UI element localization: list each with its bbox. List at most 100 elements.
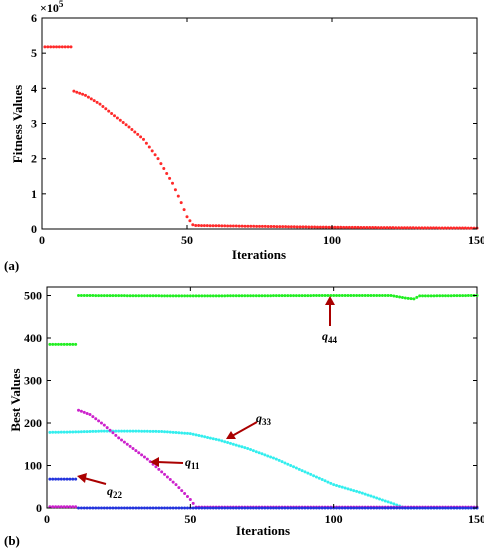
data-point xyxy=(409,297,413,301)
data-point xyxy=(162,167,166,171)
data-point xyxy=(289,225,293,229)
data-point xyxy=(335,506,339,510)
data-point xyxy=(349,294,353,297)
data-point xyxy=(177,506,181,510)
data-point xyxy=(139,135,143,139)
data-point xyxy=(226,224,230,228)
data-point xyxy=(157,467,161,471)
data-point xyxy=(365,225,369,229)
data-point xyxy=(389,506,393,510)
data-point xyxy=(165,294,169,298)
data-point xyxy=(223,294,227,298)
data-point xyxy=(372,495,376,499)
data-point xyxy=(369,506,373,510)
data-point xyxy=(254,450,258,454)
data-point xyxy=(469,294,473,298)
data-point xyxy=(312,294,316,298)
data-point xyxy=(258,224,261,228)
data-point xyxy=(134,294,138,298)
series-q22 xyxy=(48,477,479,510)
data-point xyxy=(114,429,118,433)
data-point xyxy=(280,294,284,298)
data-point xyxy=(303,470,307,474)
data-point xyxy=(398,506,402,510)
data-point xyxy=(362,225,366,229)
data-point xyxy=(312,474,316,478)
data-point xyxy=(102,429,106,433)
data-point xyxy=(297,294,301,298)
data-point xyxy=(375,294,379,297)
data-point xyxy=(142,429,146,433)
data-point xyxy=(88,506,92,510)
data-point xyxy=(131,294,135,298)
data-point xyxy=(231,442,235,446)
data-point xyxy=(369,494,373,498)
data-point xyxy=(200,224,203,228)
data-point xyxy=(56,342,60,346)
data-point xyxy=(74,430,78,434)
data-point xyxy=(283,506,287,510)
data-point xyxy=(251,506,255,510)
data-point xyxy=(234,224,238,228)
data-point xyxy=(266,224,270,228)
data-point xyxy=(82,410,86,414)
data-point xyxy=(128,444,132,448)
data-point xyxy=(74,342,78,346)
x-tick-label: 0 xyxy=(39,233,45,247)
data-point xyxy=(438,294,442,298)
data-point xyxy=(382,226,386,230)
data-point xyxy=(360,491,364,495)
data-point xyxy=(231,506,235,510)
panel-b-x-label: Iterations xyxy=(236,523,290,538)
data-point xyxy=(97,294,101,298)
data-point xyxy=(403,506,407,510)
data-point xyxy=(208,506,212,510)
data-point xyxy=(392,506,396,510)
data-point xyxy=(281,225,285,229)
y-tick-label: 4 xyxy=(31,81,37,95)
data-point xyxy=(79,506,83,510)
data-point xyxy=(326,294,330,298)
data-point xyxy=(214,506,218,510)
data-point xyxy=(294,466,298,470)
data-point xyxy=(435,294,439,298)
data-point xyxy=(266,294,270,298)
data-point xyxy=(441,294,445,298)
data-point xyxy=(188,498,192,501)
data-point xyxy=(168,430,172,434)
data-point xyxy=(300,294,304,298)
data-point xyxy=(177,294,181,298)
data-point xyxy=(183,492,187,496)
data-point xyxy=(185,506,189,510)
data-point xyxy=(68,342,72,346)
data-point xyxy=(363,492,367,496)
data-point xyxy=(137,294,141,298)
data-point xyxy=(43,45,47,49)
data-point xyxy=(163,506,167,510)
data-point xyxy=(432,226,435,230)
data-point xyxy=(125,294,129,298)
data-point xyxy=(217,438,221,442)
data-point xyxy=(142,137,145,141)
data-point xyxy=(171,430,175,434)
data-point xyxy=(352,506,356,510)
data-point xyxy=(111,294,115,298)
data-point xyxy=(191,501,195,505)
data-point xyxy=(180,431,184,435)
y-tick-label: 3 xyxy=(31,117,37,131)
data-point xyxy=(326,480,330,484)
data-point xyxy=(458,294,462,298)
data-point xyxy=(275,225,279,229)
data-point xyxy=(142,455,146,459)
data-point xyxy=(269,225,273,228)
data-point xyxy=(411,226,415,230)
data-point xyxy=(317,506,321,510)
data-point xyxy=(91,415,95,419)
data-point xyxy=(379,226,383,230)
data-point xyxy=(455,226,459,230)
data-point xyxy=(368,226,372,230)
data-point xyxy=(415,295,419,299)
x-tick-label: 100 xyxy=(325,512,343,526)
data-point xyxy=(363,506,367,510)
data-point xyxy=(372,294,376,297)
